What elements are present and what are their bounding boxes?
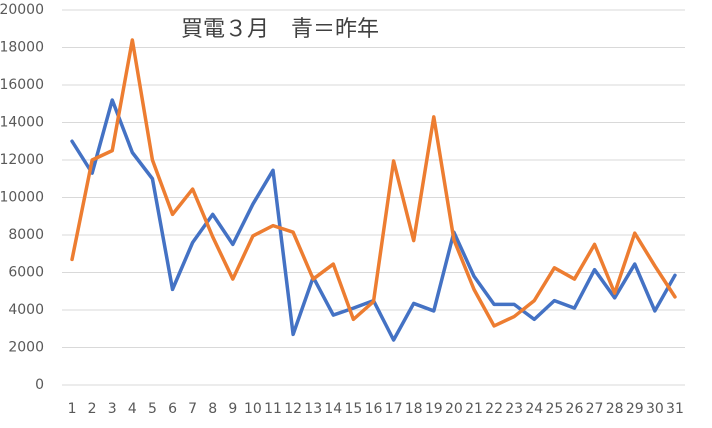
x-tick-label: 24 — [525, 401, 543, 417]
y-tick-label: 4000 — [8, 302, 44, 318]
x-tick-label: 25 — [545, 401, 563, 417]
x-tick-label: 12 — [284, 401, 302, 417]
y-tick-label: 10000 — [0, 190, 44, 206]
x-tick-label: 11 — [264, 401, 282, 417]
y-tick-label: 8000 — [8, 227, 44, 243]
x-tick-label: 17 — [385, 401, 403, 417]
data-line — [70, 98, 677, 342]
x-tick-label: 13 — [304, 401, 322, 417]
x-tick-label: 22 — [485, 401, 503, 417]
x-tick-label: 26 — [566, 401, 584, 417]
x-tick-label: 3 — [108, 401, 117, 417]
x-tick-label: 21 — [465, 401, 483, 417]
x-tick-label: 7 — [188, 401, 197, 417]
x-tick-label: 18 — [405, 401, 423, 417]
y-tick-label: 6000 — [8, 265, 44, 281]
y-tick-label: 2000 — [8, 340, 44, 356]
x-tick-label: 2 — [88, 401, 97, 417]
y-tick-label: 16000 — [0, 77, 44, 93]
chart-title: 買電３月 青＝昨年 — [181, 17, 379, 42]
x-tick-label: 30 — [646, 401, 664, 417]
x-tick-label: 14 — [324, 401, 342, 417]
x-tick-label: 31 — [666, 401, 684, 417]
y-tick-label: 12000 — [0, 152, 44, 168]
y-tick-label: 14000 — [0, 115, 44, 131]
x-tick-label: 4 — [128, 401, 137, 417]
x-tick-label: 5 — [148, 401, 157, 417]
x-tick-label: 16 — [365, 401, 383, 417]
x-tick-label: 1 — [68, 401, 77, 417]
x-tick-label: 10 — [244, 401, 262, 417]
y-tick-label: 20000 — [0, 2, 44, 18]
x-tick-label: 19 — [425, 401, 443, 417]
x-tick-label: 20 — [445, 401, 463, 417]
x-tick-label: 29 — [626, 401, 644, 417]
x-tick-label: 27 — [586, 401, 604, 417]
data-line — [70, 38, 677, 328]
x-tick-label: 6 — [168, 401, 177, 417]
x-tick-label: 28 — [606, 401, 624, 417]
x-tick-label: 8 — [208, 401, 217, 417]
x-tick-label: 23 — [505, 401, 523, 417]
x-tick-label: 9 — [228, 401, 237, 417]
y-tick-label: 0 — [35, 377, 44, 393]
y-tick-label: 18000 — [0, 40, 44, 56]
x-tick-label: 15 — [344, 401, 362, 417]
